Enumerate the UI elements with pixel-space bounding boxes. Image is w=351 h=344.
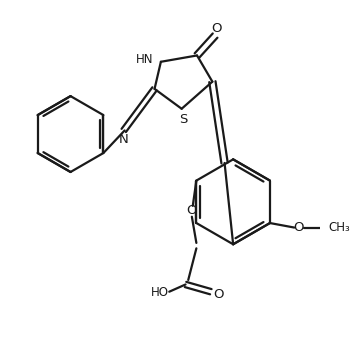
Text: O: O bbox=[212, 22, 222, 35]
Text: O: O bbox=[293, 221, 304, 234]
Text: HO: HO bbox=[151, 286, 169, 299]
Text: CH₃: CH₃ bbox=[329, 221, 350, 234]
Text: HN: HN bbox=[136, 53, 153, 66]
Text: O: O bbox=[187, 204, 197, 217]
Text: S: S bbox=[179, 113, 188, 126]
Text: N: N bbox=[119, 133, 128, 146]
Text: O: O bbox=[213, 288, 223, 301]
